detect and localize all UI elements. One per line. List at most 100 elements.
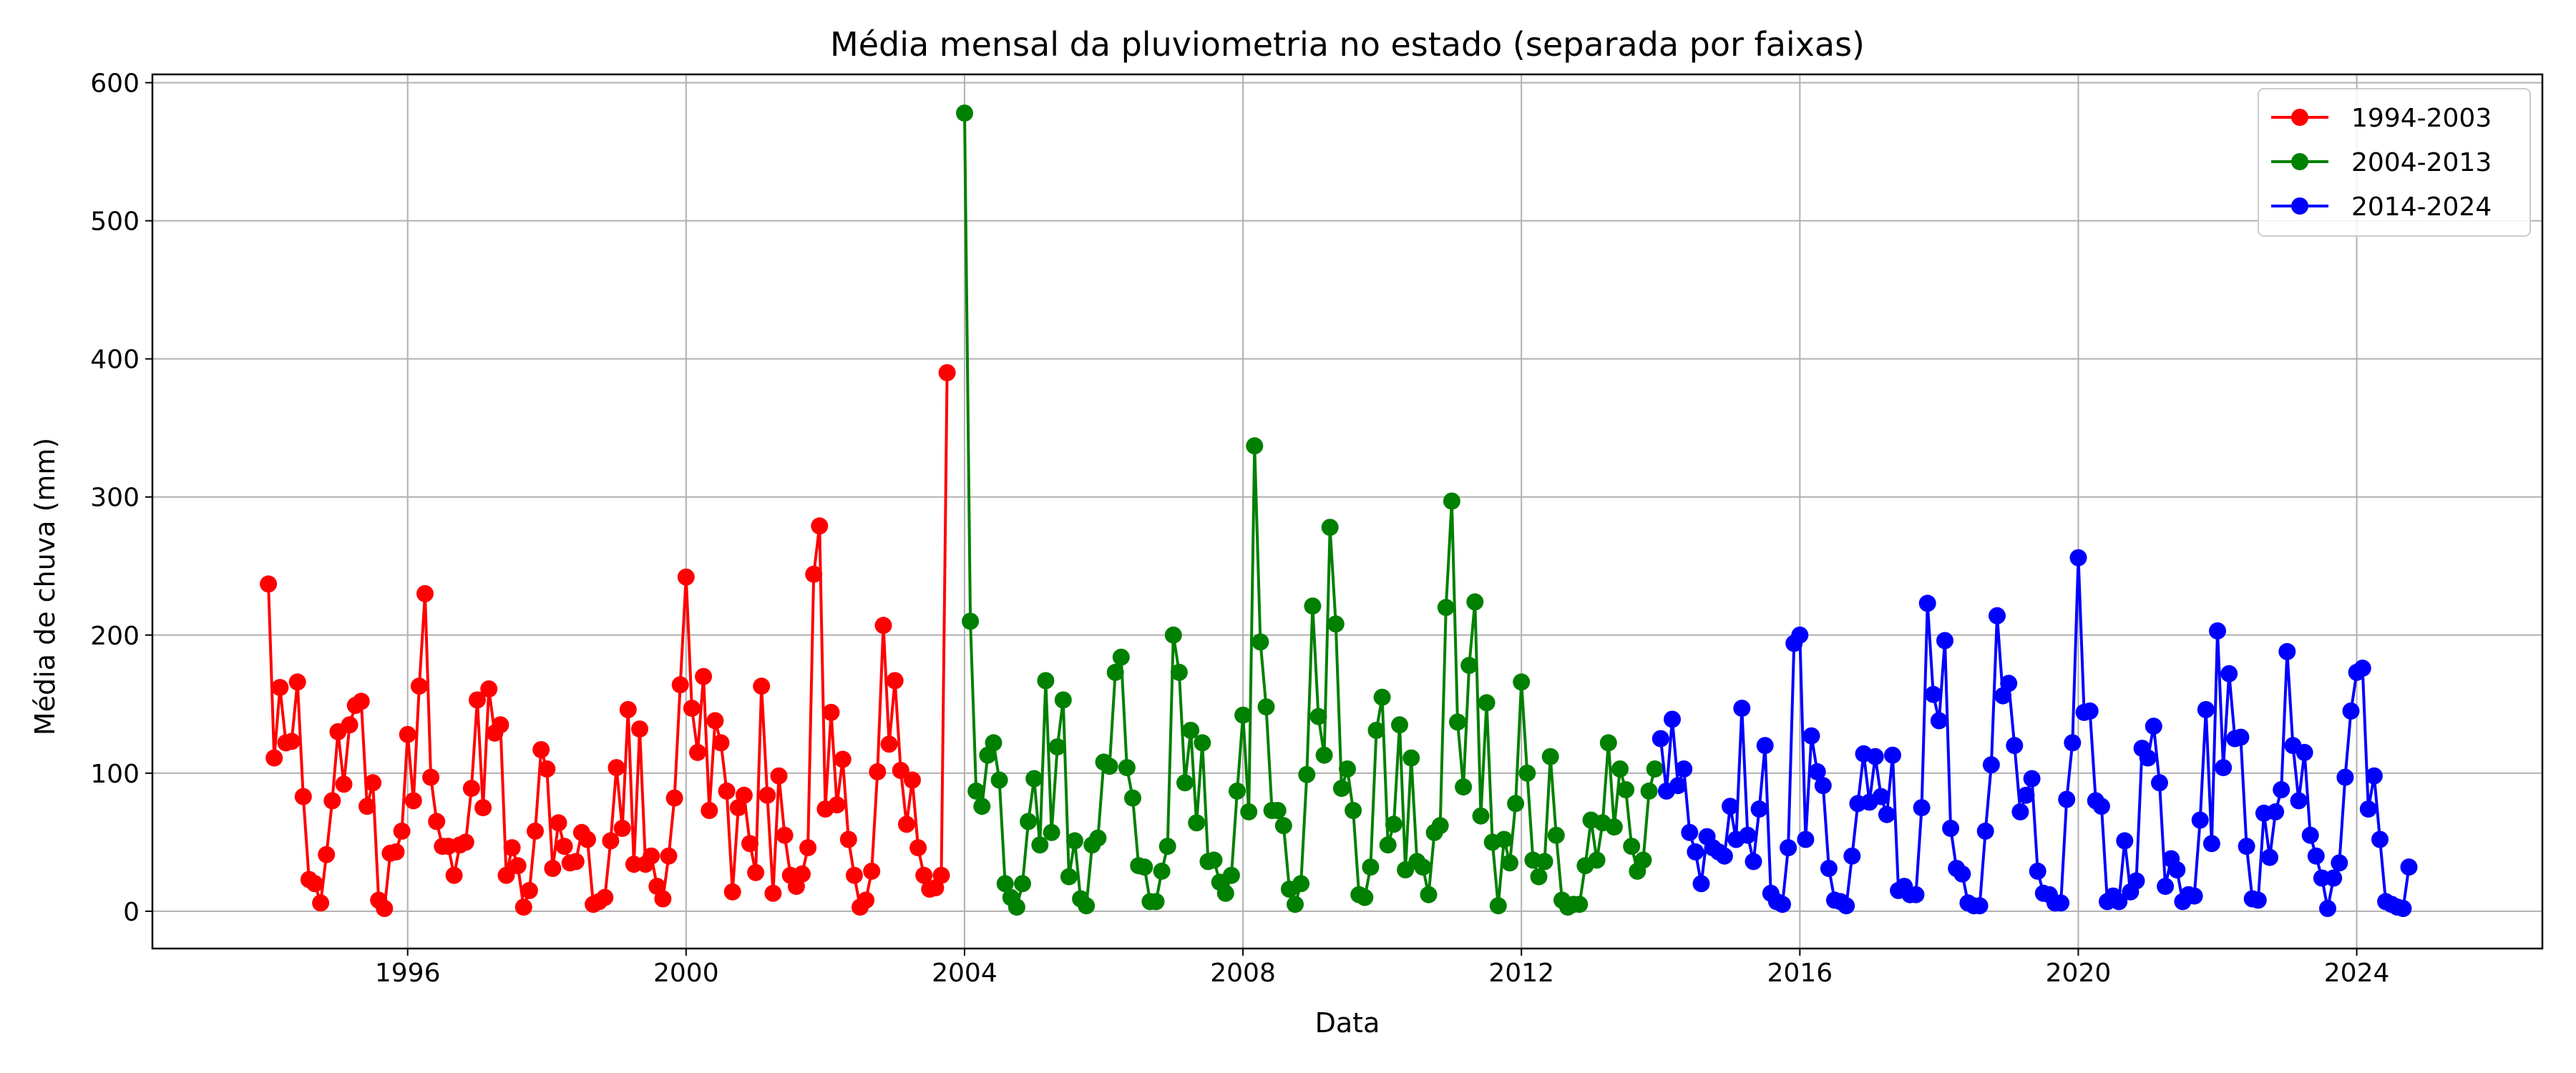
data-point: [410, 677, 428, 695]
data-point: [1449, 713, 1466, 731]
data-point: [1971, 897, 1989, 915]
data-point: [735, 786, 753, 804]
x-tick-label: 2016: [1767, 959, 1833, 988]
data-point: [1066, 832, 1083, 850]
x-tick-label: 2004: [932, 959, 997, 988]
data-point: [294, 788, 312, 805]
data-point: [288, 673, 306, 691]
data-point: [1466, 593, 1484, 611]
data-point: [1339, 760, 1356, 778]
data-point: [602, 832, 620, 850]
data-point: [2325, 869, 2343, 887]
data-point: [555, 838, 573, 856]
data-point: [2029, 862, 2046, 880]
data-point: [544, 860, 562, 877]
data-point: [538, 760, 556, 778]
data-point: [973, 798, 991, 815]
x-tick-label: 2000: [653, 959, 719, 988]
x-tick-label: 2024: [2324, 959, 2390, 988]
data-point: [770, 767, 788, 785]
data-point: [2081, 702, 2099, 720]
data-point: [2342, 702, 2360, 720]
data-point: [1304, 597, 1322, 615]
data-point: [1664, 710, 1681, 728]
data-point: [1274, 817, 1292, 835]
data-point: [1455, 778, 1473, 796]
data-point: [1669, 777, 1687, 795]
data-point: [2307, 847, 2325, 865]
data-point: [892, 762, 909, 779]
data-point: [428, 813, 446, 831]
data-point: [863, 862, 881, 880]
series-2004-2013: [956, 104, 1664, 916]
data-point: [1820, 860, 1838, 877]
data-point: [2185, 887, 2203, 905]
series-2014-2024: [1652, 549, 2418, 917]
data-point: [712, 734, 730, 752]
data-point: [1599, 734, 1617, 752]
legend-marker: [2291, 153, 2308, 170]
data-point: [1739, 826, 1757, 844]
data-point: [1530, 868, 1548, 886]
data-point: [689, 743, 706, 761]
data-point: [1431, 817, 1449, 835]
data-point: [1367, 722, 1385, 739]
data-point: [839, 831, 857, 848]
data-point: [956, 104, 973, 122]
data-point: [1321, 519, 1339, 536]
data-point: [938, 364, 956, 381]
data-point: [1611, 760, 1629, 778]
data-point: [1623, 838, 1641, 856]
data-point: [1222, 866, 1240, 884]
data-point: [323, 792, 341, 810]
data-point: [1020, 813, 1038, 831]
data-point: [352, 692, 370, 710]
data-point: [1164, 626, 1182, 644]
data-point: [1327, 615, 1345, 633]
data-point: [1362, 858, 1380, 876]
data-point: [1588, 851, 1606, 869]
data-point: [2232, 728, 2250, 746]
data-point: [1675, 760, 1693, 778]
y-tick-label: 600: [90, 69, 140, 99]
data-point: [462, 780, 480, 798]
data-point: [1101, 758, 1118, 775]
data-point: [1118, 759, 1136, 777]
data-point: [1687, 843, 1704, 861]
data-point: [527, 822, 544, 840]
data-point: [404, 792, 422, 810]
data-point: [1379, 836, 1397, 854]
data-point: [2336, 768, 2354, 786]
data-point: [654, 890, 672, 908]
data-point: [1385, 815, 1402, 833]
data-point: [718, 782, 736, 800]
data-point: [869, 763, 887, 780]
legend-label: 2014-2024: [2351, 192, 2492, 222]
data-point: [520, 881, 538, 899]
data-point: [747, 863, 765, 881]
data-point: [2116, 832, 2134, 850]
data-point: [1106, 663, 1124, 681]
legend-label: 2004-2013: [2351, 148, 2492, 177]
data-point: [1989, 607, 2006, 624]
data-point: [1246, 437, 1264, 455]
data-point: [1194, 734, 1211, 752]
data-point: [723, 883, 741, 901]
data-point: [497, 866, 515, 884]
legend-label: 1994-2003: [2351, 104, 2492, 133]
data-point: [776, 826, 794, 844]
data-point: [2092, 798, 2110, 815]
data-point: [1976, 822, 1994, 840]
data-point: [764, 884, 782, 902]
series-1994-2003: [260, 364, 956, 917]
y-tick-label: 0: [123, 898, 140, 927]
data-point: [1014, 875, 1031, 893]
data-point: [753, 677, 771, 695]
data-point: [2215, 759, 2233, 777]
data-point: [880, 735, 898, 753]
data-point: [1025, 770, 1043, 788]
data-point: [1373, 688, 1391, 706]
data-point: [2278, 642, 2296, 660]
data-point: [2168, 861, 2186, 878]
data-point: [1054, 691, 1072, 709]
